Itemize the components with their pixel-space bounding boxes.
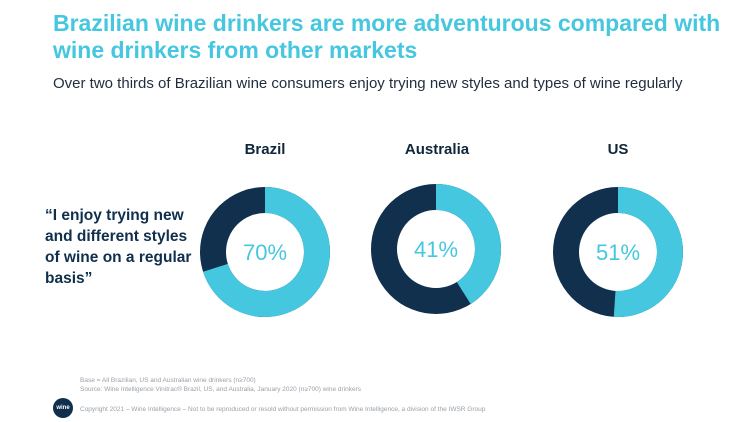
donut-value-label-brazil: 70% xyxy=(243,240,287,265)
footnote-source: Source: Wine Intelligence Vinitrac® Braz… xyxy=(80,386,362,393)
label-brazil: Brazil xyxy=(244,141,286,158)
footnote-copyright: Copyright 2021 – Wine Intelligence – Not… xyxy=(80,406,486,413)
donut-slice-brazil xyxy=(200,187,330,317)
footnote-base: Base = All Brazilian, US and Australian … xyxy=(80,377,256,384)
donut-slice-us xyxy=(553,187,683,317)
label-us: US xyxy=(607,141,629,158)
wine-intelligence-logo-icon: wine xyxy=(53,398,73,418)
donut-value-label-australia: 41% xyxy=(414,237,458,262)
donut-slice-australia xyxy=(371,184,501,314)
page-title: Brazilian wine drinkers are more adventu… xyxy=(53,10,721,63)
label-australia: Australia xyxy=(404,141,470,158)
statement-quote: “I enjoy trying new and different styles… xyxy=(45,207,192,287)
page-subtitle: Over two thirds of Brazilian wine consum… xyxy=(53,75,683,92)
donut-value-label-us: 51% xyxy=(596,240,640,265)
